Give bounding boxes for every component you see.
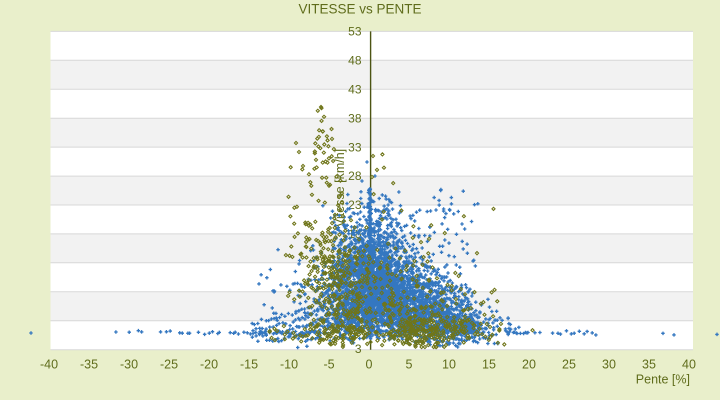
svg-text:30: 30: [602, 358, 616, 372]
svg-text:VITESSE vs PENTE: VITESSE vs PENTE: [298, 2, 421, 17]
svg-text:40: 40: [682, 358, 696, 372]
svg-text:-40: -40: [40, 358, 58, 372]
svg-text:28: 28: [348, 169, 362, 183]
svg-text:35: 35: [642, 358, 656, 372]
svg-text:3: 3: [355, 342, 362, 356]
svg-text:Pente [%]: Pente [%]: [636, 373, 690, 387]
svg-text:-25: -25: [160, 358, 178, 372]
svg-text:0: 0: [366, 358, 373, 372]
svg-text:-30: -30: [120, 358, 138, 372]
svg-text:-35: -35: [80, 358, 98, 372]
svg-text:20: 20: [522, 358, 536, 372]
svg-text:-10: -10: [280, 358, 298, 372]
svg-text:43: 43: [348, 83, 362, 97]
svg-text:48: 48: [348, 54, 362, 68]
svg-text:Vitesse [km/h]: Vitesse [km/h]: [333, 149, 347, 227]
svg-text:5: 5: [406, 358, 413, 372]
svg-text:15: 15: [482, 358, 496, 372]
svg-text:25: 25: [562, 358, 576, 372]
svg-text:-20: -20: [200, 358, 218, 372]
svg-text:38: 38: [348, 111, 362, 125]
svg-text:53: 53: [348, 25, 362, 39]
svg-text:-15: -15: [240, 358, 258, 372]
svg-text:23: 23: [348, 198, 362, 212]
svg-text:-5: -5: [323, 358, 334, 372]
svg-text:10: 10: [442, 358, 456, 372]
svg-text:33: 33: [348, 140, 362, 154]
